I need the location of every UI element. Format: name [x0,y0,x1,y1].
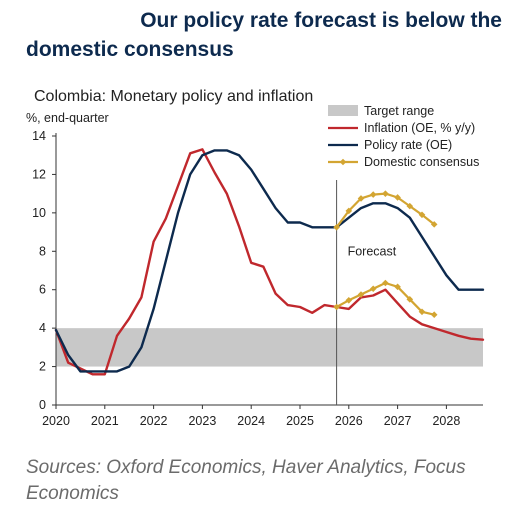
x-tick-label: 2026 [335,414,363,428]
y-axis-label: %, end-quarter [26,111,109,125]
data-point [394,194,401,201]
x-tick-label: 2021 [91,414,119,428]
y-tick-label: 8 [39,244,46,258]
y-tick-label: 14 [32,129,46,143]
legend-swatch-target-range [328,105,358,116]
forecast-label: Forecast [348,244,397,258]
target-range-band [56,328,483,367]
series-line [54,148,485,376]
sources-note: Sources: Oxford Economics, Haver Analyti… [26,457,466,504]
headline-line-2: domestic consensus [26,38,234,61]
data-point [394,283,401,291]
x-tick-label: 2024 [237,414,265,428]
legend-swatch-marker [339,158,347,166]
x-tick-label: 2023 [188,414,216,428]
headline: Our policy rate forecast is below the do… [26,6,506,64]
legend-label: Target range [364,104,434,118]
data-point [345,296,353,304]
y-tick-label: 6 [39,283,46,297]
data-point [406,202,414,210]
data-point [418,211,426,219]
data-point [333,303,340,311]
data-point [382,190,389,197]
data-point [406,296,414,303]
x-tick-label: 2020 [42,414,70,428]
series-0 [54,148,485,376]
data-point [345,207,353,215]
legend-label: Policy rate (OE) [364,138,452,152]
series-3 [333,279,438,318]
legend-label: Inflation (OE, % y/y) [364,121,475,135]
y-tick-label: 4 [39,321,46,335]
data-point [382,279,389,287]
y-tick-label: 10 [32,206,46,220]
headline-line-1: Our policy rate forecast is below the [140,9,502,32]
data-point [333,223,340,231]
chart: Colombia: Monetary policy and inflation%… [26,88,485,428]
data-point [430,221,438,228]
data-point [369,191,377,198]
y-tick-label: 12 [32,167,46,181]
data-point [369,285,377,293]
x-tick-label: 2022 [140,414,168,428]
series-1 [54,149,485,373]
chart-title: Colombia: Monetary policy and inflation [34,88,313,105]
data-point [430,311,438,318]
x-tick-label: 2025 [286,414,314,428]
x-tick-label: 2028 [432,414,460,428]
legend: Target range Inflation (OE, % y/y) Policy … [328,104,479,169]
legend-label: Domestic consensus [364,155,479,169]
series-line [54,149,485,373]
series-line [335,281,436,316]
x-tick-label: 2027 [384,414,412,428]
y-tick-label: 0 [39,398,46,412]
series-2 [333,190,438,231]
data-point [418,308,426,316]
y-tick-label: 2 [39,360,46,374]
data-point [357,291,365,298]
